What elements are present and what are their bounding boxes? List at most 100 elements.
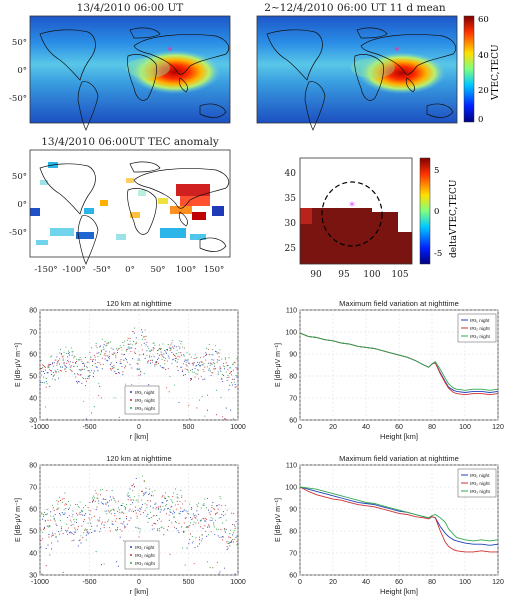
scatter-point <box>51 363 54 365</box>
scatter-point <box>184 374 186 376</box>
scatter-point <box>55 372 57 374</box>
y-tick-label: 30 <box>29 418 37 425</box>
scatter-point <box>187 369 189 371</box>
scatter-point <box>77 545 79 547</box>
scatter-point <box>226 549 228 551</box>
scatter-point <box>207 524 209 526</box>
scatter-point <box>110 369 112 371</box>
scatter-point <box>156 362 158 364</box>
scatter-point <box>158 528 160 530</box>
scatter-point <box>162 495 164 497</box>
scatter-point <box>103 348 105 350</box>
scatter-point <box>198 363 200 366</box>
scatter-point <box>176 349 178 351</box>
scatter-point <box>92 372 95 374</box>
scatter-point <box>177 358 179 360</box>
scatter-point <box>221 358 223 360</box>
scatter-point <box>90 522 92 524</box>
scatter-point <box>157 352 159 355</box>
scatter-point <box>185 359 187 361</box>
scatter-point <box>186 547 188 549</box>
scatter-point <box>55 370 57 372</box>
scatter-point <box>208 354 210 356</box>
scatter-point <box>64 369 66 371</box>
scatter-point <box>86 530 88 532</box>
scatter-point <box>124 353 126 355</box>
scatter-point <box>79 369 81 371</box>
scatter-point <box>68 515 70 517</box>
scatter-point <box>40 540 42 542</box>
scatter-point <box>236 535 238 537</box>
scatter-point <box>226 546 228 548</box>
x-tick-label: 0 <box>137 424 141 431</box>
scatter-point <box>110 513 112 515</box>
scatter-point <box>225 407 227 409</box>
scatter-point <box>58 507 60 509</box>
scatter-point <box>105 350 107 352</box>
scatter-point <box>65 507 67 510</box>
scatter-point <box>151 524 153 526</box>
scatter-point <box>62 571 64 573</box>
scatter-point <box>118 509 120 511</box>
x-tick-label: 100 <box>459 579 471 586</box>
scatter-point <box>50 519 52 521</box>
scatter-point <box>154 503 156 505</box>
zoom-y-ticks: 40 35 30 25 <box>285 169 297 254</box>
scatter-point <box>217 373 219 375</box>
map1: * <box>29 15 231 131</box>
scatter-point <box>44 514 46 516</box>
scatter-point <box>208 526 210 528</box>
scatter-point <box>219 496 221 498</box>
scatter-point <box>168 519 170 521</box>
scatter-point <box>61 498 63 500</box>
scatter-point <box>40 359 42 362</box>
scatter-point <box>48 526 50 528</box>
scatter-point <box>186 352 188 354</box>
scatter-point <box>59 533 61 535</box>
scatter-point <box>71 351 73 353</box>
legend-label: IRI₁ night <box>135 545 155 551</box>
scatter-point <box>133 511 135 513</box>
scatter-point <box>69 519 71 521</box>
scatter-point <box>193 362 195 364</box>
scatter-point <box>41 370 43 372</box>
zoom-x-tick: 100 <box>363 270 380 280</box>
scatter-point <box>147 362 149 364</box>
scatter-point <box>144 492 146 494</box>
scatter-point <box>146 515 148 517</box>
scatter-point <box>200 376 202 378</box>
scatter-point <box>103 344 105 346</box>
scatter-point <box>225 541 227 543</box>
scatter-point <box>96 352 98 354</box>
scatter-point <box>234 526 236 528</box>
scatter-point <box>156 514 158 516</box>
scatter-point <box>61 501 63 503</box>
scatter-point <box>149 511 152 513</box>
scatter-point <box>121 530 123 532</box>
scatter-point <box>107 360 109 362</box>
scatter-point <box>81 361 83 363</box>
scatter-point <box>73 539 75 541</box>
scatter-point <box>114 370 116 372</box>
scatter-point <box>206 526 209 528</box>
scatter-point <box>113 365 115 367</box>
scatter-point <box>122 503 124 505</box>
scatter-point <box>47 525 49 527</box>
scatter-point <box>234 573 236 575</box>
scatter-point <box>188 404 190 406</box>
scatter-point <box>67 361 70 363</box>
scatter-point <box>132 344 134 346</box>
scatter-point <box>56 365 58 367</box>
scatter-point <box>133 499 135 501</box>
scatter-point <box>179 356 181 358</box>
scatter-point <box>165 503 168 506</box>
scatter-point <box>112 354 114 356</box>
scatter-point <box>144 503 146 505</box>
scatter-point <box>232 512 234 514</box>
scatter-point <box>58 377 60 379</box>
scatter-point <box>149 362 152 364</box>
scatter-point <box>116 511 119 513</box>
scatter-point <box>165 357 167 359</box>
scatter-point <box>206 347 208 349</box>
scatter-point <box>124 367 126 369</box>
